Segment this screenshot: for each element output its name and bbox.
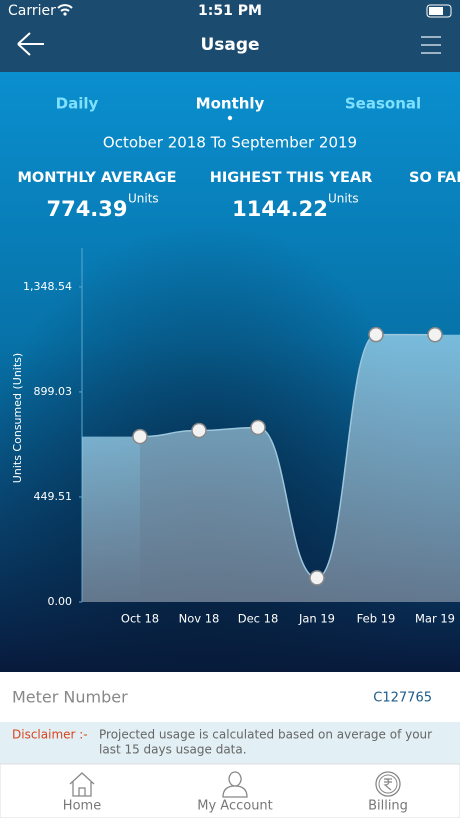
tab[interactable]: Daily [56, 95, 99, 113]
x-tick-label: Feb 19 [357, 612, 396, 626]
x-tick-label: Jan 19 [298, 612, 335, 626]
meter-row [0, 672, 460, 722]
date-range: October 2018 To September 2019 [103, 134, 357, 152]
rupee-sign [383, 778, 392, 791]
stat-label: MONTHLY AVERAGE [17, 170, 176, 186]
tab-indicator [227, 115, 233, 121]
title: Usage [200, 35, 259, 55]
meter-label: Meter Number [12, 688, 128, 707]
menu-button[interactable] [421, 36, 441, 54]
stat-value: 774.39 [46, 197, 127, 221]
battery-level [429, 7, 443, 15]
disclaimer-text: Projected usage is calculated based on a… [99, 728, 432, 742]
wifi-icon [57, 4, 73, 12]
area-edge [435, 334, 460, 602]
billing-icon[interactable] [375, 771, 401, 797]
nav-label[interactable]: Home [63, 799, 101, 814]
header-bar [0, 0, 460, 72]
area [140, 334, 435, 602]
x-tick-label: Nov 18 [179, 612, 220, 626]
home-icon[interactable] [69, 772, 95, 797]
account-icon[interactable] [222, 771, 248, 798]
disclaimer-text: last 15 days usage data. [99, 743, 247, 757]
y-tick-label: 0.00 [48, 595, 73, 608]
stat-unit: Units [128, 192, 159, 206]
point [191, 422, 207, 439]
point [368, 326, 384, 343]
stat-unit: Units [328, 192, 359, 206]
y-tick-label: 899.03 [34, 385, 73, 398]
disclaimer-box [0, 722, 460, 764]
tab-active[interactable]: Monthly [196, 95, 265, 113]
stat-label: SO FAR [409, 170, 460, 186]
x-tick-label: Oct 18 [121, 612, 159, 626]
back-button[interactable] [17, 32, 44, 56]
meter-number: C127765 [373, 691, 432, 706]
y-tick-label: 449.51 [34, 490, 73, 503]
tab[interactable]: Seasonal [345, 95, 421, 113]
stat-label: HIGHEST THIS YEAR [210, 170, 373, 186]
y-tick-label: 1,348.54 [23, 280, 72, 293]
point [309, 570, 325, 586]
point [132, 428, 148, 445]
x-tick-label: Mar 19 [415, 612, 455, 626]
stat-value: 1144.22 [232, 197, 328, 221]
x-tick-label: Dec 18 [238, 612, 279, 626]
area-edge [82, 436, 140, 602]
nav-label[interactable]: My Account [197, 799, 273, 814]
nav-label[interactable]: Billing [368, 799, 408, 814]
billing-icon-inner [378, 774, 398, 794]
time: 1:51 PM [198, 3, 262, 19]
battery [426, 4, 452, 18]
point [427, 326, 443, 343]
wifi-dot [63, 12, 67, 16]
point [250, 419, 266, 436]
y-axis-label: Units Consumed (Units) [11, 353, 24, 483]
disclaimer-label: Disclaimer :- [12, 728, 88, 742]
carrier: Carrier [8, 3, 56, 19]
